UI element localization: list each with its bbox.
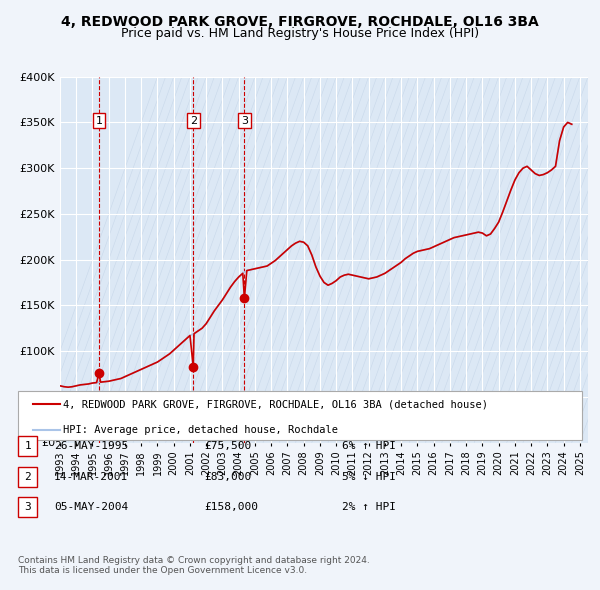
Text: £75,500: £75,500 xyxy=(204,441,251,451)
Text: HPI: Average price, detached house, Rochdale: HPI: Average price, detached house, Roch… xyxy=(63,425,338,434)
Text: 1: 1 xyxy=(24,441,31,451)
Text: 14-MAR-2001: 14-MAR-2001 xyxy=(54,472,128,481)
Text: 6% ↑ HPI: 6% ↑ HPI xyxy=(342,441,396,451)
Text: 4, REDWOOD PARK GROVE, FIRGROVE, ROCHDALE, OL16 3BA (detached house): 4, REDWOOD PARK GROVE, FIRGROVE, ROCHDAL… xyxy=(63,399,488,409)
Text: 05-MAY-2004: 05-MAY-2004 xyxy=(54,503,128,512)
Text: 26-MAY-1995: 26-MAY-1995 xyxy=(54,441,128,451)
Text: 3: 3 xyxy=(24,503,31,512)
Text: £83,000: £83,000 xyxy=(204,472,251,481)
Text: Price paid vs. HM Land Registry's House Price Index (HPI): Price paid vs. HM Land Registry's House … xyxy=(121,27,479,40)
Text: Contains HM Land Registry data © Crown copyright and database right 2024.
This d: Contains HM Land Registry data © Crown c… xyxy=(18,556,370,575)
Text: £158,000: £158,000 xyxy=(204,503,258,512)
Text: 2: 2 xyxy=(24,472,31,481)
Text: 1: 1 xyxy=(95,116,103,126)
Text: 3: 3 xyxy=(241,116,248,126)
Text: 4, REDWOOD PARK GROVE, FIRGROVE, ROCHDALE, OL16 3BA: 4, REDWOOD PARK GROVE, FIRGROVE, ROCHDAL… xyxy=(61,15,539,29)
Text: 5% ↓ HPI: 5% ↓ HPI xyxy=(342,472,396,481)
Text: 2% ↑ HPI: 2% ↑ HPI xyxy=(342,503,396,512)
Text: 2: 2 xyxy=(190,116,197,126)
